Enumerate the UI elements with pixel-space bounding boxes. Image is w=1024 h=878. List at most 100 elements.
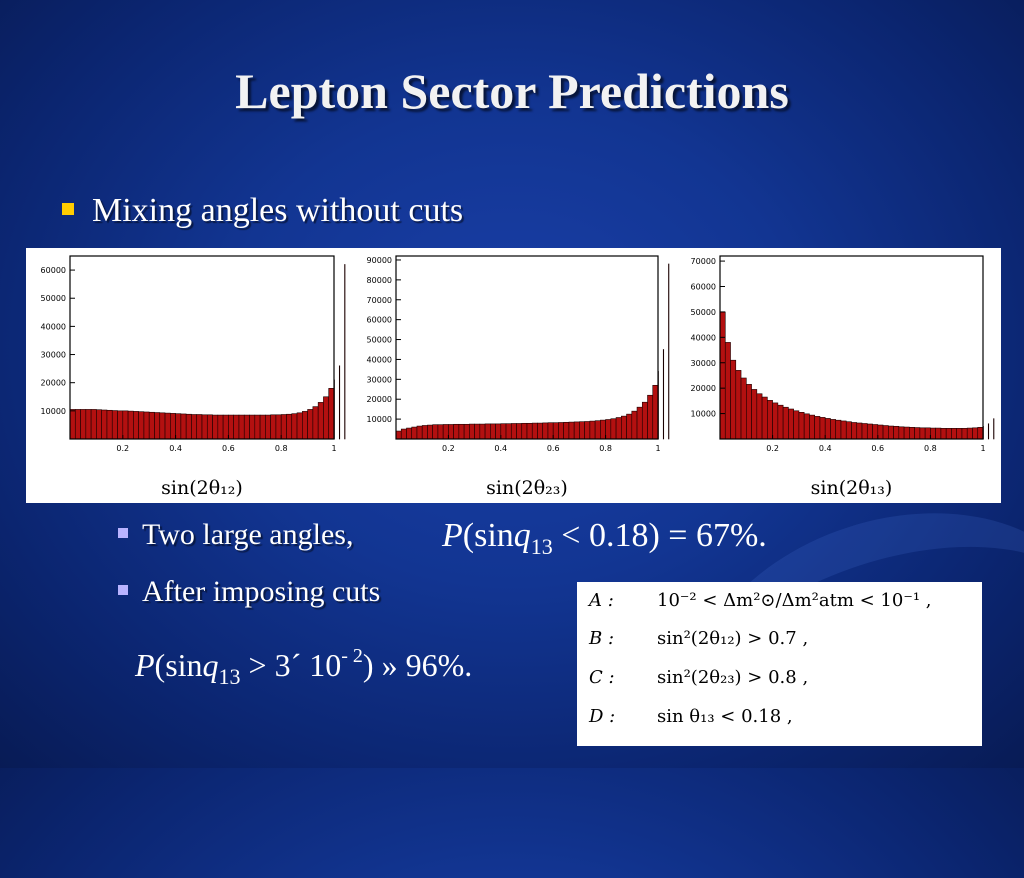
cut-row-b: B : sin²(2θ₁₂) > 0.7 ,: [589, 628, 808, 649]
histogram-bar: [96, 409, 102, 440]
cut-row-a: A : 10⁻² < Δm²⊙/Δm²atm < 10⁻¹ ,: [589, 590, 931, 611]
x-tick-label: 0.4: [494, 444, 507, 453]
histogram-bar: [951, 428, 958, 440]
histogram-bar: [724, 342, 731, 440]
histogram-bar: [222, 414, 229, 440]
histogram-bar: [605, 419, 612, 440]
histogram-bar: [500, 423, 507, 440]
histogram-bar: [809, 414, 815, 440]
histogram-bar: [338, 365, 341, 440]
histogram-bar: [940, 428, 947, 440]
x-tick-label: 0.8: [275, 444, 288, 453]
histogram-bar: [259, 414, 266, 440]
histogram-bar: [206, 414, 213, 440]
sub-bullet-text: Two large angles,: [142, 518, 354, 551]
formula-p: P: [135, 647, 155, 683]
histogram-bar: [993, 418, 995, 440]
bullet-text: Mixing angles without cuts: [92, 192, 464, 229]
histogram-bar: [233, 414, 240, 440]
histogram-bar: [463, 423, 470, 440]
histogram-bar: [977, 427, 984, 440]
histogram-bar: [521, 422, 528, 440]
formula-after-cuts-probability: P(sinq13 > 3´ 10- 2) » 96%.: [135, 645, 472, 690]
x-tick-label: 0.4: [819, 444, 832, 453]
histogram-bar: [803, 413, 810, 440]
histogram-bar: [275, 414, 282, 440]
cuts-box: A : 10⁻² < Δm²⊙/Δm²atm < 10⁻¹ , B : sin²(2…: [577, 582, 982, 746]
y-tick-label: 30000: [691, 359, 716, 368]
sub-bullet-text: After imposing cuts: [142, 575, 381, 608]
histogram-bar: [547, 422, 554, 440]
x-tick-label: 0.6: [222, 444, 235, 453]
histogram-bar: [175, 413, 182, 440]
y-tick-label: 40000: [41, 322, 66, 331]
cut-label: A :: [589, 590, 614, 611]
y-tick-label: 20000: [41, 379, 66, 388]
histogram-bar: [74, 409, 81, 440]
y-tick-label: 10000: [41, 407, 66, 416]
histogram-bar: [270, 414, 277, 440]
bullet-square-icon: [62, 203, 74, 215]
histogram-bar: [106, 409, 113, 440]
histogram-bar: [563, 421, 570, 440]
histogram-bar: [893, 425, 900, 440]
y-tick-label: 80000: [367, 276, 392, 285]
plot-frame: [69, 255, 335, 440]
histogram-bar: [395, 430, 402, 440]
histogram-bar: [872, 424, 879, 440]
histogram-bar: [882, 425, 889, 440]
histogram-bar: [505, 423, 512, 440]
plot-frame: [719, 255, 984, 440]
histogram-bar: [280, 414, 287, 440]
formula-exponent: - 2: [341, 645, 363, 667]
sub-bullet-square-icon: [118, 528, 128, 538]
histogram-bar: [798, 412, 805, 440]
histogram-bar: [328, 388, 335, 440]
histogram-bar: [243, 414, 250, 440]
formula-bound: > 3´ 10: [240, 647, 342, 683]
histogram-bar: [302, 411, 308, 440]
histogram-bar: [432, 424, 439, 440]
histogram-bar: [914, 427, 921, 440]
histogram-bar: [819, 417, 826, 440]
histogram-bar: [584, 421, 591, 440]
histogram-bar: [111, 410, 118, 440]
histogram-bar: [761, 396, 768, 440]
histogram-bar: [323, 396, 330, 440]
histogram-bar: [600, 419, 606, 440]
histogram-bar: [772, 402, 779, 440]
histogram-bar: [411, 426, 418, 440]
plot-frame: [395, 255, 659, 440]
histogram-bar: [228, 414, 234, 440]
histogram-bar: [647, 394, 654, 440]
histogram-bar: [636, 406, 643, 440]
histogram-bar: [479, 423, 486, 440]
x-axis-label: sin(2θ₁₂): [161, 477, 243, 499]
histogram-bar: [495, 423, 502, 440]
histogram-bar: [856, 422, 863, 440]
histogram-bar: [961, 428, 968, 440]
formula-result: < 0.18) = 67%.: [552, 517, 767, 554]
histogram-bar: [154, 412, 161, 440]
histogram-bar: [217, 414, 224, 440]
x-tick-label: 0.8: [924, 444, 937, 453]
histogram-bar: [531, 422, 538, 440]
histogram-bar: [164, 412, 171, 440]
y-tick-label: 50000: [41, 294, 66, 303]
y-tick-label: 30000: [367, 375, 392, 384]
histogram-bar: [286, 413, 293, 440]
histogram-bar: [307, 409, 314, 440]
histogram-bar: [610, 418, 617, 440]
histogram-bar: [191, 414, 198, 440]
histogram-bar: [201, 414, 208, 440]
histogram-bar: [782, 406, 789, 440]
histogram-bar: [474, 423, 481, 440]
histogram-bar: [185, 413, 192, 440]
histogram-bar: [788, 408, 794, 440]
y-tick-label: 60000: [367, 316, 392, 325]
histogram-bar: [626, 413, 633, 440]
histogram-bar: [909, 427, 915, 440]
histogram-bar: [924, 427, 931, 440]
histogram-bar: [793, 410, 800, 440]
histogram-bar: [558, 422, 564, 440]
